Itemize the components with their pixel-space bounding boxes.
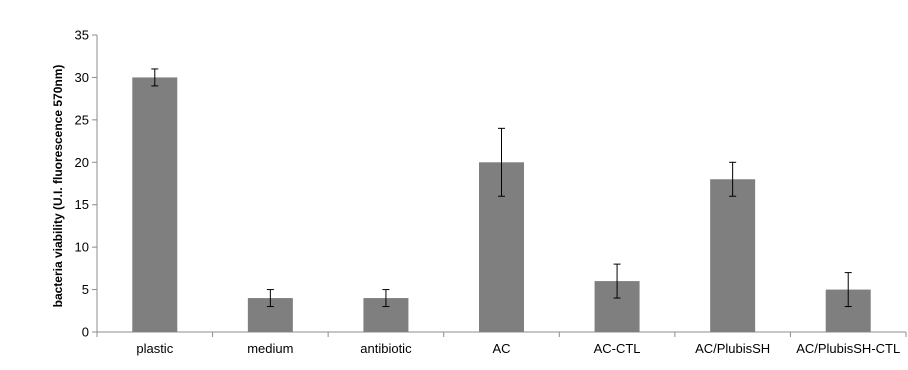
y-tick-label: 35 xyxy=(75,28,89,43)
x-tick-label: medium xyxy=(247,341,293,356)
y-ticks: 0 5 10 15 20 25 30 35 xyxy=(75,28,97,340)
y-tick-label: 10 xyxy=(75,240,89,255)
x-tick-label: AC/PlubisSH-CTL xyxy=(796,341,900,356)
x-tick-label: AC/PlubisSH xyxy=(695,341,770,356)
bar xyxy=(132,77,178,332)
x-tick-labels: plastic medium antibiotic AC AC-CTL AC/Plubis… xyxy=(136,341,900,356)
x-tick-label: plastic xyxy=(136,341,173,356)
y-tick-label: 0 xyxy=(82,325,89,340)
y-tick-label: 20 xyxy=(75,155,89,170)
x-tick-label: AC xyxy=(492,341,510,356)
x-tick-label: AC-CTL xyxy=(594,341,641,356)
x-tick-label: antibiotic xyxy=(360,341,412,356)
bar xyxy=(710,179,756,332)
y-tick-label: 5 xyxy=(82,282,89,297)
y-tick-label: 15 xyxy=(75,197,89,212)
y-tick-label: 25 xyxy=(75,112,89,127)
y-tick-label: 30 xyxy=(75,70,89,85)
error-bars xyxy=(151,68,852,308)
bars xyxy=(132,77,871,332)
y-axis-label: bacteria viability (U.I. fluorescence 57… xyxy=(51,65,65,308)
